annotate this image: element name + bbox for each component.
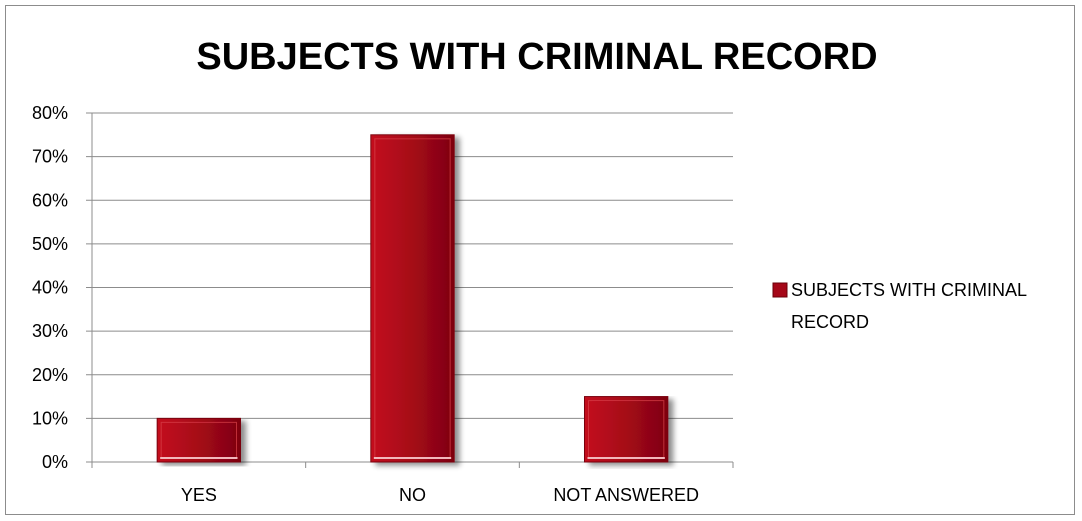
y-tick-label: 80%: [32, 103, 68, 123]
legend-swatch: [772, 282, 788, 298]
x-tick-label: YES: [181, 485, 217, 505]
bar-yes: [156, 417, 241, 463]
y-tick-label: 0%: [42, 452, 68, 472]
y-tick-label: 50%: [32, 234, 68, 254]
bar-no: [370, 134, 455, 463]
bars: [156, 134, 669, 463]
y-tick-label: 70%: [32, 147, 68, 167]
y-tick-label: 20%: [32, 365, 68, 385]
y-axis-tick-labels: 0% 10% 20% 30% 40% 50% 60% 70% 80%: [32, 103, 68, 472]
y-tick-label: 10%: [32, 408, 68, 428]
bar: [370, 134, 455, 463]
x-tick-label: NOT ANSWERED: [553, 485, 699, 505]
y-tick-label: 30%: [32, 321, 68, 341]
y-tick-label: 40%: [32, 278, 68, 298]
legend: SUBJECTS WITH CRIMINAL RECORD: [772, 280, 1027, 332]
x-tick-label: NO: [399, 485, 426, 505]
legend-label: SUBJECTS WITH CRIMINAL RECORD: [791, 280, 1027, 332]
bar: [584, 396, 669, 463]
y-tick-label: 60%: [32, 190, 68, 210]
bar: [156, 417, 241, 463]
x-axis-tick-labels: YES NO NOT ANSWERED: [181, 485, 699, 505]
bar-not-answered: [584, 396, 669, 463]
chart-title: SUBJECTS WITH CRIMINAL RECORD: [196, 36, 877, 78]
